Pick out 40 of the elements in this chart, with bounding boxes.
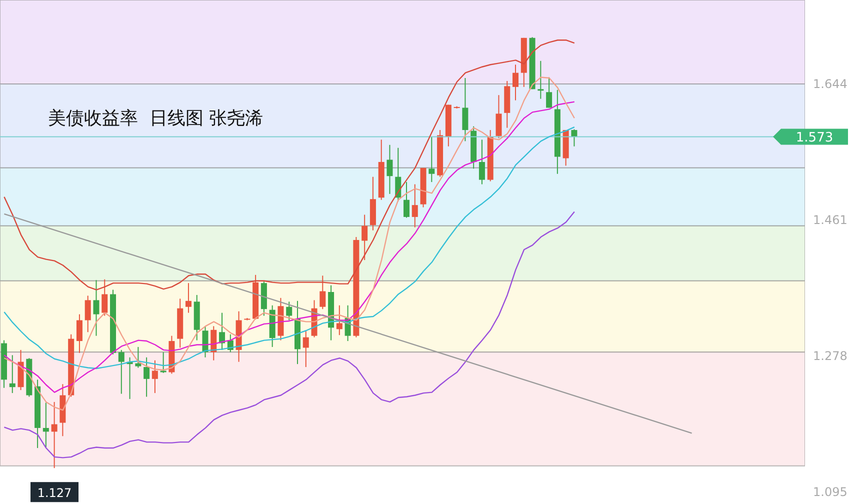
candlestick [219,312,226,350]
candlestick [51,401,58,469]
y-tick-label: 1.461 [813,213,848,228]
candlestick [478,139,485,185]
candlestick [144,356,150,398]
candlestick [496,94,502,139]
candlestick [546,76,552,108]
candlestick [102,278,108,316]
candlestick [118,349,124,394]
candlestick [462,78,468,142]
candlestick [302,330,309,368]
candlestick [512,64,519,101]
candlestick [336,304,342,336]
candlestick [9,354,16,394]
candlestick [160,352,166,374]
line-series [4,126,575,370]
line-series [4,40,575,290]
candlestick [93,280,100,336]
candlestick [428,136,435,183]
candlestick [135,346,142,368]
candlestick [84,295,91,333]
candlestick [42,402,49,448]
candlestick [404,182,410,218]
candlestick [571,128,578,147]
candlestick [76,314,82,354]
candlestick [152,360,158,394]
text: 美债收益率 日线图 张尧浠 [48,107,264,130]
candlestick [286,301,292,321]
ref-line-label: 1.573 [796,130,834,146]
candlestick [320,275,326,310]
candlestick [386,144,393,194]
line-series [4,211,575,458]
y-tick-label: 1.644 [813,77,848,92]
candlestick [185,282,192,314]
y-tick-label: 1.095 [813,485,848,500]
candlestick [362,214,368,261]
candlestick [412,184,418,228]
candlestick [538,60,544,100]
y-tick-label: 1.278 [813,349,848,364]
annotation: 1.127 [37,486,72,500]
